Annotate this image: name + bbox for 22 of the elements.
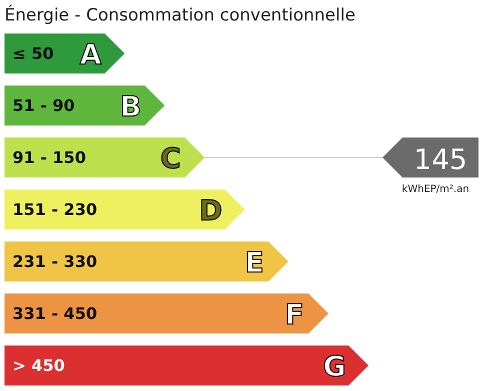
y-tick-label: 231 - 330 xyxy=(12,252,98,271)
text: kWhEP/m².an xyxy=(402,184,470,195)
annotation: C xyxy=(160,142,181,175)
y-tick-label: 151 - 230 xyxy=(12,200,98,219)
y-tick-label: 91 - 150 xyxy=(12,148,86,167)
y-tick-label: ≤ 50 xyxy=(12,44,54,63)
annotation: F xyxy=(284,298,304,331)
bar xyxy=(4,138,205,178)
annotation: G xyxy=(323,350,346,383)
bar xyxy=(4,346,368,386)
bar xyxy=(4,190,245,230)
y-tick-label: > 450 xyxy=(12,356,65,375)
y-tick-label: 331 - 450 xyxy=(12,304,98,323)
bar xyxy=(4,294,328,334)
y-tick-label: 51 - 90 xyxy=(12,96,75,115)
annotation: 145 xyxy=(414,143,468,176)
annotation: A xyxy=(80,38,102,71)
annotation: E xyxy=(244,246,264,279)
chart-title: Énergie - Consommation conventionnelle xyxy=(4,4,356,26)
bar xyxy=(4,242,288,282)
annotation: B xyxy=(120,90,142,123)
annotation: D xyxy=(199,194,222,227)
